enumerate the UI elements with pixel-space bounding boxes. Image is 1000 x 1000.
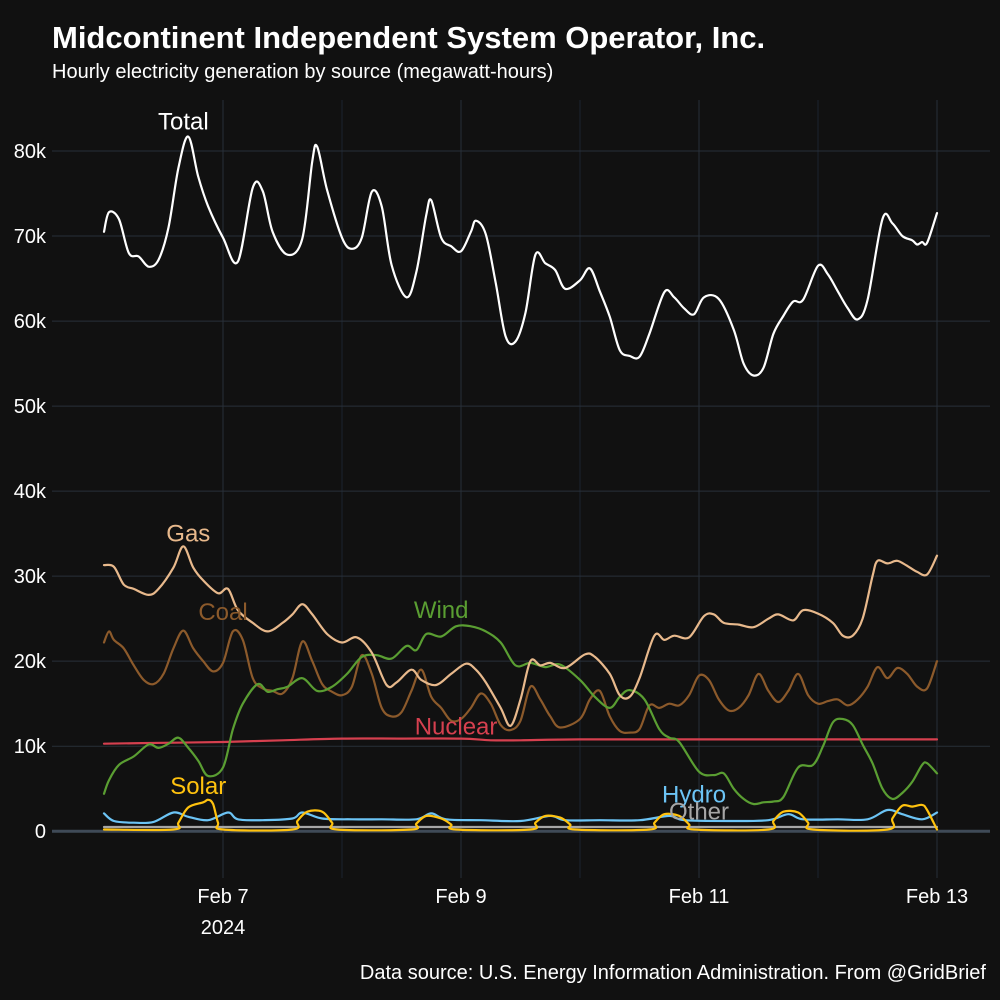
x-tick-label: Feb 9: [435, 886, 486, 908]
x-tick-label: Feb 13: [906, 886, 968, 908]
series-label-hydro: Hydro: [662, 782, 726, 809]
series-line-nuclear: [102, 737, 939, 745]
x-tick-year-label: 2024: [201, 917, 246, 939]
series-line-solar: [102, 798, 939, 832]
series-label-gas: Gas: [166, 521, 210, 548]
y-tick-label: 60k: [14, 311, 47, 333]
series-label-nuclear: Nuclear: [415, 714, 498, 741]
y-tick-label: 80k: [14, 141, 47, 163]
series-line-gas: [102, 545, 939, 727]
series-label-other: Other: [669, 799, 729, 826]
y-tick-label: 0: [35, 821, 46, 843]
series-label-wind: Wind: [414, 597, 469, 624]
chart-title: Midcontinent Independent System Operator…: [52, 20, 766, 55]
series-label-solar: Solar: [170, 773, 226, 800]
y-tick-label: 30k: [14, 566, 47, 588]
tick-layer: 0 10k 20k 30k 40k 50k 60k 70k 80k Feb 7 2024 Feb 9 F…: [14, 141, 968, 939]
y-tick-label: 20k: [14, 651, 47, 673]
data-source-note: Data source: U.S. Energy Information Adm…: [359, 962, 986, 984]
series-label-total: Total: [158, 108, 209, 135]
series-label-coal: Coal: [198, 599, 247, 626]
series-line-hydro: [102, 808, 939, 825]
chart-subtitle: Hourly electricity generation by source …: [52, 61, 554, 83]
series-line-total: [102, 135, 939, 377]
grid-layer: [52, 100, 990, 878]
series-line-coal: [102, 628, 939, 735]
series-layer: [102, 135, 939, 832]
y-tick-label: 40k: [14, 481, 47, 503]
x-tick-label: Feb 11: [669, 886, 730, 908]
y-tick-label: 70k: [14, 226, 47, 248]
x-tick-label: Feb 7: [197, 886, 248, 908]
series-line-wind: [102, 624, 939, 806]
y-tick-label: 10k: [14, 736, 47, 758]
y-tick-label: 50k: [14, 396, 47, 418]
